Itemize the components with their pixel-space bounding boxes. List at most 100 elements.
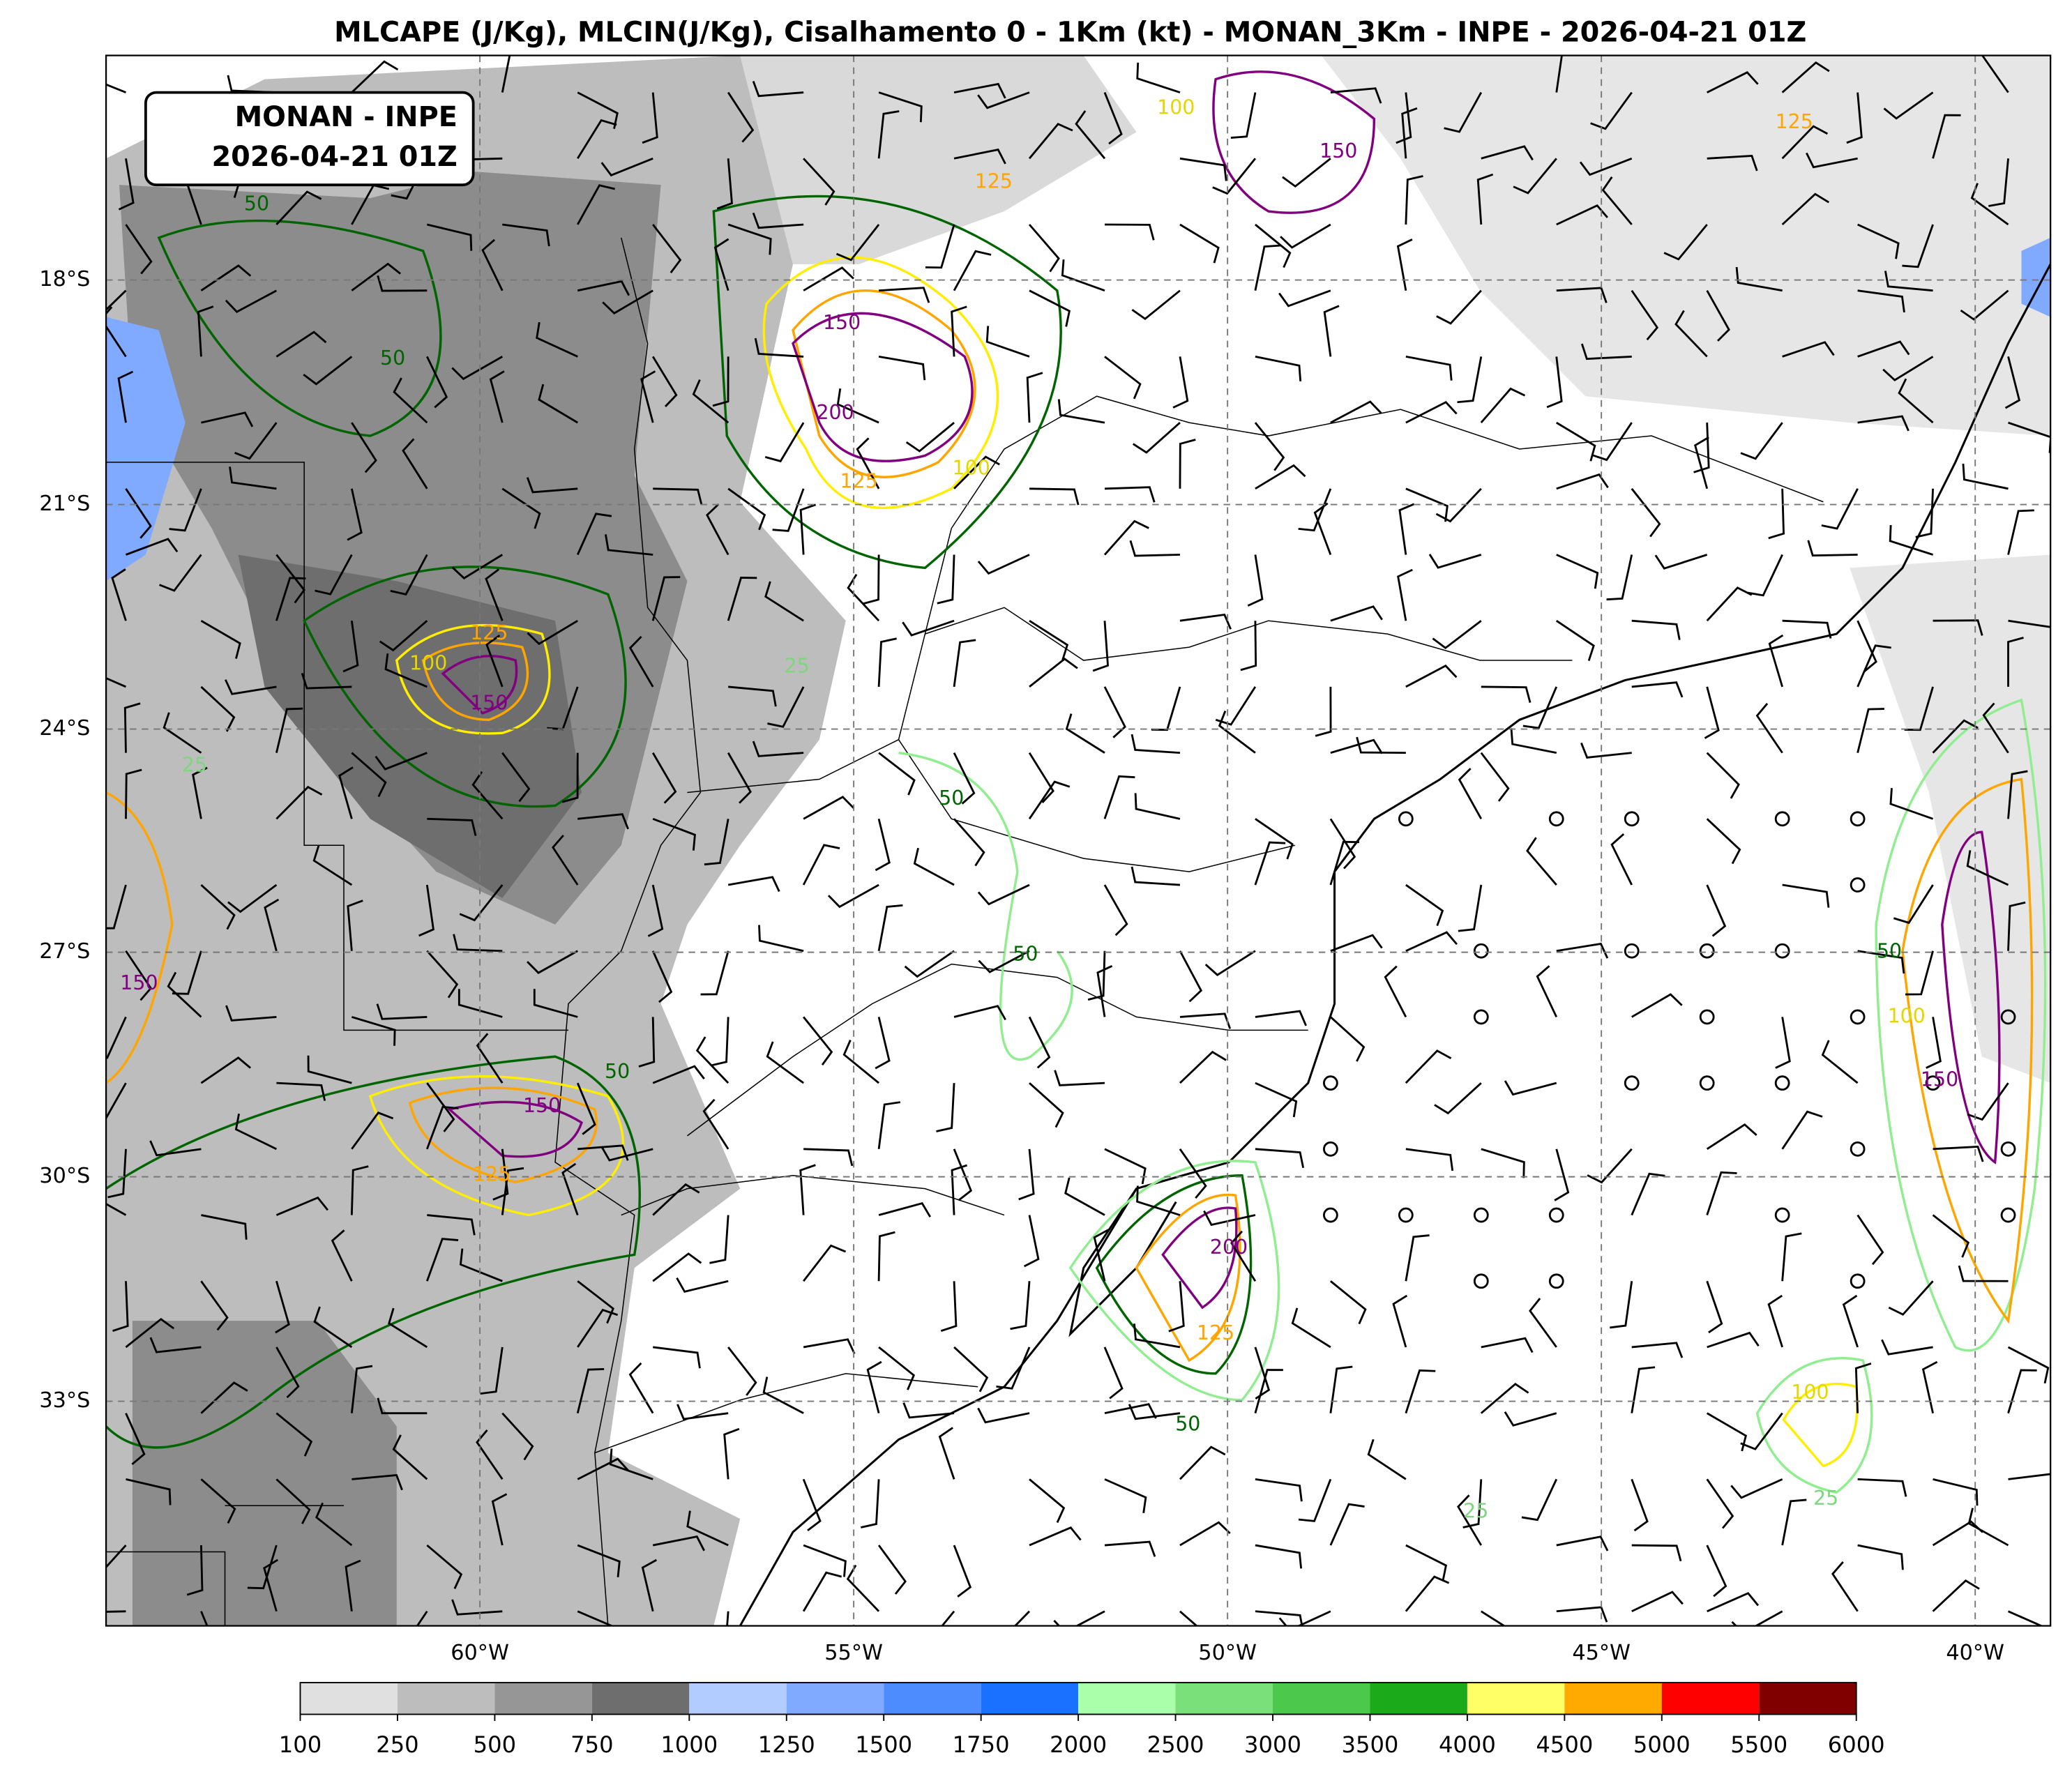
wind-barb: [1179, 223, 1220, 264]
contour-label: 25: [1463, 1500, 1488, 1523]
cin-shading: [1850, 554, 2051, 1084]
wind-barb: [1707, 155, 1758, 172]
wind-barb: [1405, 931, 1458, 953]
wind-barb: [1782, 883, 1830, 908]
wind-barb: [1481, 1337, 1534, 1353]
wind-barb: [351, 752, 387, 798]
wind-barb: [727, 577, 757, 621]
wind-barb: [877, 1231, 895, 1282]
calm-marker: [1850, 1009, 1866, 1025]
colorbar-bin: [1467, 1683, 1565, 1715]
wind-barb: [1179, 1012, 1232, 1029]
wind-barb: [1401, 107, 1418, 159]
wind-barb: [577, 1544, 621, 1578]
wind-barb: [1075, 110, 1106, 160]
wind-barb: [125, 950, 153, 1001]
wind-barb: [2007, 1346, 2050, 1384]
wind-barb: [1782, 341, 1835, 358]
wind-barb: [1172, 356, 1189, 409]
wind-barb: [167, 971, 202, 1018]
calm-marker: [2000, 1207, 2016, 1223]
wind-barb: [1130, 866, 1181, 886]
wind-barb: [704, 819, 729, 866]
wind-barb: [1556, 1535, 1609, 1551]
lat-label: 24°S: [39, 716, 90, 741]
colorbar-label: 5500: [1730, 1731, 1787, 1758]
colorbar-label: 1000: [660, 1731, 718, 1758]
wind-barb: [1481, 1610, 1506, 1626]
wind-barb: [1883, 91, 1934, 120]
wind-barb: [457, 989, 503, 1018]
wind-barb: [1330, 400, 1382, 424]
wind-barb: [225, 679, 277, 695]
calm-marker: [1473, 943, 1489, 959]
wind-barb: [426, 1544, 463, 1589]
colorbar-label: 4500: [1536, 1731, 1593, 1758]
wind-barb: [728, 685, 777, 707]
colorbar-label: 2000: [1050, 1731, 1107, 1758]
wind-barb: [275, 1346, 300, 1399]
wind-barb: [1857, 1214, 1884, 1266]
wind-barb: [1029, 620, 1069, 661]
wind-barb: [803, 1148, 854, 1167]
calm-marker: [1624, 811, 1640, 827]
wind-barb: [1932, 1579, 1980, 1612]
wind-barb: [1064, 1177, 1105, 1216]
wind-barb: [1556, 942, 1609, 959]
wind-barb: [802, 844, 840, 886]
colorbar-label: 5000: [1633, 1731, 1691, 1758]
wind-barb: [1933, 1478, 1979, 1506]
wind-barb: [106, 884, 127, 930]
wind-barb: [552, 835, 579, 886]
contour-label: 25: [1813, 1487, 1838, 1510]
wind-barb: [1230, 1230, 1257, 1282]
wind-barb: [1023, 1215, 1040, 1268]
calm-marker: [1774, 811, 1790, 827]
wind-barb: [1854, 1363, 1872, 1413]
wind-barb: [1280, 223, 1331, 249]
wind-barb: [275, 190, 322, 225]
wind-barb: [799, 503, 817, 555]
wind-barb: [653, 1346, 701, 1369]
contour-label: 125: [470, 621, 508, 644]
wind-barb: [1203, 1210, 1256, 1227]
lat-label: 21°S: [39, 492, 90, 516]
wind-barb: [481, 238, 504, 291]
colorbar-bin: [1273, 1683, 1370, 1715]
wind-barb: [875, 818, 891, 872]
colorbar-bin: [494, 1683, 592, 1715]
wind-barb: [384, 653, 428, 688]
wind-barb: [1960, 289, 2009, 321]
wind-barb: [1579, 157, 1633, 176]
colorbar-label: 1500: [855, 1731, 912, 1758]
wind-barb: [1029, 658, 1078, 688]
wind-barb: [527, 950, 578, 974]
wind-barb: [577, 1280, 614, 1324]
wind-barb: [1480, 387, 1526, 424]
colorbar-bin: [1759, 1683, 1857, 1715]
contour-label: 100: [1888, 1004, 1926, 1027]
wind-barb: [651, 752, 677, 804]
wind-barb: [1735, 266, 1783, 292]
wind-barb: [652, 356, 678, 407]
contour-label: 50: [1877, 940, 1902, 963]
wind-barb: [1962, 463, 2009, 490]
wind-barb: [502, 223, 550, 247]
wind-barb: [709, 1215, 729, 1264]
wind-barb: [977, 883, 1030, 906]
wind-barb: [951, 305, 967, 357]
wind-barb: [275, 331, 327, 358]
wind-barb: [200, 1381, 248, 1414]
wind-barb: [1428, 554, 1482, 569]
wind-barb: [1481, 685, 1532, 704]
wind-barb: [902, 619, 955, 637]
wind-barb: [1405, 1369, 1436, 1414]
colorbar-bin: [1661, 1683, 1760, 1715]
wind-barb: [247, 1545, 278, 1590]
wind-barb: [1405, 883, 1444, 927]
wind-barb: [1457, 1494, 1483, 1546]
wind-barb: [877, 110, 900, 159]
wind-barb: [1706, 884, 1727, 937]
wind-barb: [1029, 289, 1071, 327]
calm-marker: [1850, 1141, 1866, 1157]
